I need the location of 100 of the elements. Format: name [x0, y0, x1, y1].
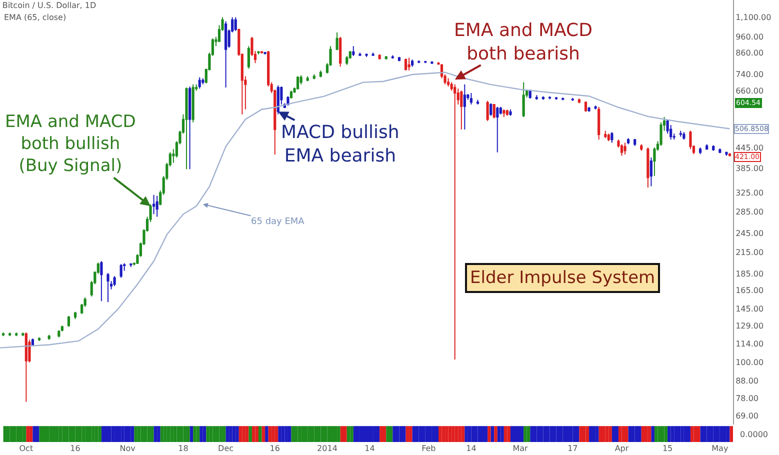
y-tick-label: 1,100.00: [736, 13, 772, 22]
candlestick: [339, 36, 342, 68]
candlestick: [67, 315, 70, 328]
candlestick: [384, 56, 388, 60]
candlestick: [626, 138, 630, 145]
candlestick: [286, 96, 290, 106]
candlestick: [689, 130, 692, 150]
candlestick: [372, 52, 374, 57]
candlestick: [492, 103, 496, 119]
y-tick-label: 245.00: [736, 229, 764, 238]
y-tick-label: 88.00: [736, 376, 759, 386]
candlestick: [404, 58, 408, 71]
candlestick: [554, 96, 558, 100]
candlestick: [486, 100, 489, 122]
candlestick: [296, 76, 300, 90]
candlestick: [506, 109, 509, 116]
candlestick: [522, 82, 525, 118]
x-tick-label: May: [712, 444, 728, 453]
candlestick: [424, 60, 427, 64]
candlestick: [509, 108, 512, 116]
candlestick: [224, 20, 228, 88]
candlestick: [152, 194, 156, 215]
candlestick: [610, 132, 614, 144]
candlestick: [24, 332, 28, 402]
candlestick: [594, 105, 597, 110]
y-tick-label: 145.00: [736, 304, 764, 314]
y-tick-label: 325.00: [736, 188, 764, 198]
candlestick: [728, 152, 732, 157]
candlestick: [706, 144, 708, 150]
x-tick-label: 17: [568, 444, 578, 453]
candlestick: [476, 99, 480, 105]
candlestick: [712, 144, 715, 152]
candlestick: [2, 332, 5, 337]
candlestick: [718, 148, 722, 154]
candlestick: [113, 276, 116, 286]
candlestick: [276, 84, 280, 115]
y-tick-label: 660.00: [736, 86, 764, 96]
y-tick-label: 100.00: [736, 358, 764, 368]
x-tick-label: Dec: [218, 444, 234, 453]
candlestick: [670, 124, 672, 140]
candlestick: [198, 76, 201, 90]
y-tick-label: 285.00: [736, 207, 764, 216]
candlestick: [634, 138, 636, 146]
candlestick: [378, 54, 381, 60]
x-tick-label: 15: [662, 444, 673, 453]
candlestick: [571, 97, 574, 102]
candlestick: [496, 106, 499, 153]
candlestick: [120, 264, 122, 278]
candlestick: [679, 130, 682, 138]
candlestick: [535, 94, 538, 100]
y-tick-label: 215.00: [736, 248, 764, 257]
candlestick: [202, 78, 204, 85]
candlestick: [698, 146, 702, 155]
text: 0.0000: [740, 430, 768, 439]
candlestick: [588, 106, 590, 112]
candlestick: [398, 56, 401, 62]
candlestick: [106, 272, 110, 303]
candlestick: [640, 144, 643, 152]
candlestick: [562, 96, 564, 101]
chart-title: Bitcoin / U.S. Dollar, 1D: [2, 0, 96, 10]
candlestick: [408, 57, 410, 71]
x-tick-label: 14: [364, 444, 375, 453]
candlestick: [418, 60, 420, 64]
candlestick: [542, 96, 545, 100]
x-tick-label: Feb: [422, 444, 436, 453]
candlestick: [365, 53, 368, 58]
y-tick-label: 445.00: [736, 143, 764, 152]
candlestick: [548, 96, 552, 100]
y-tick-label: 165.00: [736, 286, 764, 296]
y-tick-label: 860.00: [736, 48, 764, 58]
candlestick: [247, 46, 250, 70]
annotation: EMA and MACD both bearish: [454, 20, 592, 64]
candlestick: [352, 46, 355, 57]
candlestick: [430, 60, 434, 64]
candlestick: [100, 260, 103, 302]
annotation: Elder Impulse System: [470, 268, 656, 288]
y-tick-label: 114.00: [736, 339, 764, 348]
candlestick: [578, 98, 580, 104]
x-tick-label: Apr: [614, 444, 630, 453]
y-tick-label: 185.00: [736, 270, 764, 279]
x-tick-label: 2014: [317, 444, 338, 453]
candlestick: [502, 108, 506, 118]
candlestick: [620, 144, 624, 156]
x-tick-label: 16: [70, 444, 80, 453]
candlestick: [447, 78, 450, 87]
candlestick: [156, 195, 158, 218]
y-tick-label: 385.00: [736, 164, 764, 174]
candlestick: [192, 84, 194, 123]
annotation: MACD bullish EMA bearish: [281, 122, 400, 166]
candlestick: [290, 90, 293, 100]
candlestick: [336, 32, 338, 51]
candlestick: [607, 133, 610, 142]
candlestick: [130, 262, 132, 268]
x-tick-label: 18: [178, 444, 188, 453]
candlestick: [38, 336, 41, 342]
candlestick: [48, 334, 50, 340]
y-tick-label: 960.00: [736, 32, 764, 42]
y-tick-label: 740.00: [736, 70, 764, 80]
y-tick-label: 78.00: [736, 394, 759, 403]
candlestick: [604, 130, 607, 139]
